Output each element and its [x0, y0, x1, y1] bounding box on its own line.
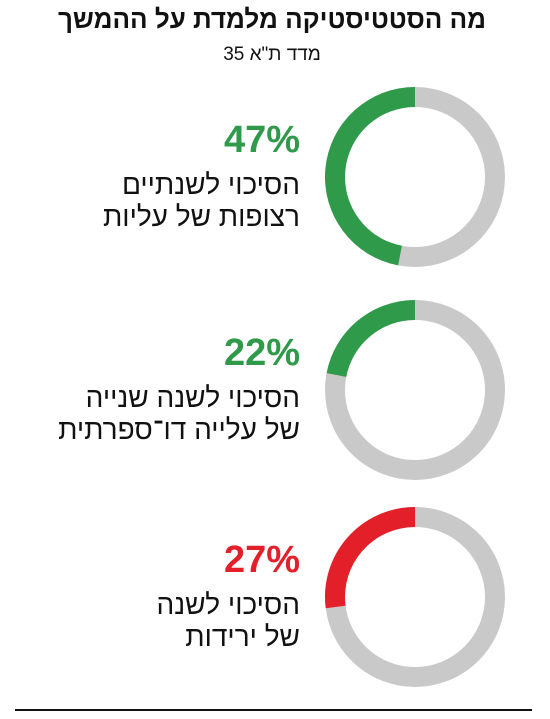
category-label: הסיכוי לשנתיים — [122, 169, 300, 200]
value-label: 47% — [224, 119, 300, 161]
donut-segment — [324, 87, 415, 266]
category-label: של עלייה דו־ספרתית — [58, 414, 300, 445]
category-label: הסיכוי לשנה שנייה — [86, 382, 300, 413]
donut-segment — [326, 300, 415, 377]
category-label: הסיכוי לשנה — [157, 589, 301, 620]
value-label: 22% — [224, 332, 300, 374]
value-label: 27% — [224, 539, 300, 581]
subtitle: מדד ת"א 35 — [223, 44, 321, 65]
category-label: רצופות של עליות — [103, 201, 300, 232]
donut-segment — [325, 507, 415, 609]
category-label: של ירידות — [185, 621, 300, 652]
title: מה הסטטיסטיקה מלמדת על ההמשך — [58, 4, 486, 34]
